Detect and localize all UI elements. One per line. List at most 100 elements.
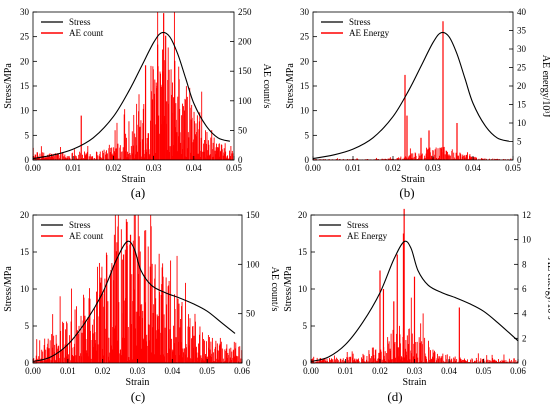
chart-panel-1: 0.00 0.01 0.02 0.03 0.04 0.050510152025300501… [3,7,272,200]
y-left-tick-label: 15 [20,247,30,257]
x-tick-label: 0.02 [95,366,111,376]
x-tick-label: 0.04 [164,366,180,376]
x-tick-label: 0.03 [425,163,441,173]
y-right-axis-label: AE energy/10³J [545,258,550,321]
y-right-tick-label: 40 [517,7,527,17]
y-right-axis-label: AE count/s [261,64,272,109]
y-left-axis-label: Stress/MPa [285,63,296,109]
stress-line [310,240,519,363]
x-tick-label: 0.01 [60,366,76,376]
y-left-tick-label: 20 [20,210,30,220]
y-left-tick-label: 15 [20,81,30,91]
y-left-tick-label: 0 [25,155,30,165]
x-tick-label: 0.03 [146,163,162,173]
legend-label-ae: AE count [69,231,104,241]
y-left-tick-label: 15 [298,247,308,257]
x-axis-label: Strain [122,174,146,185]
y-left-tick-label: 25 [20,32,30,42]
y-left-tick-label: 5 [25,321,30,331]
y-right-tick-label: 25 [517,63,527,73]
legend-label-ae: AE Energy [347,231,388,241]
chart-panel-3: 0.00 0.01 0.02 0.03 0.04 0.05 0.06051015200501… [3,210,280,404]
x-tick-label: 0.01 [65,163,81,173]
legend-label-stress: Stress [69,17,91,27]
stress-line [32,31,231,160]
x-tick-label: 0.01 [338,366,354,376]
y-right-tick-label: 2 [522,333,527,343]
y-right-tick-label: 20 [517,81,527,91]
x-tick-label: 0.04 [465,163,481,173]
x-tick-label: 0.02 [106,163,122,173]
x-tick-label: 0.00 [305,163,321,173]
y-left-tick-label: 0 [25,358,30,368]
y-left-tick-label: 20 [300,56,310,66]
x-axis-label: Strain [126,377,150,388]
y-left-axis-label: Stress/MPa [3,63,14,109]
legend-label-stress: Stress [69,220,91,230]
y-right-tick-label: 8 [522,259,527,269]
y-right-tick-label: 35 [517,26,527,36]
panel-caption: (b) [399,185,414,200]
y-left-tick-label: 15 [300,81,310,91]
x-tick-label: 0.02 [372,366,388,376]
x-axis-label: Strain [403,377,427,388]
panel-caption: (a) [131,185,145,200]
x-tick-label: 0.03 [407,366,423,376]
legend-label-ae: AE count [69,28,104,38]
y-left-tick-label: 0 [305,155,310,165]
y-left-axis-label: Stress/MPa [283,266,294,312]
y-left-tick-label: 5 [25,130,30,140]
y-left-tick-label: 30 [300,7,310,17]
x-tick-label: 0.03 [130,366,146,376]
y-right-axis-label: AE count/s [269,267,280,312]
y-right-tick-label: 0 [246,358,251,368]
x-tick-label: 0.00 [25,366,41,376]
x-tick-label: 0.01 [345,163,361,173]
x-tick-label: 0.04 [186,163,202,173]
x-tick-label: 0.02 [385,163,401,173]
y-left-tick-label: 25 [300,32,310,42]
chart-panel-4: 0.00 0.01 0.02 0.03 0.04 0.05 0.06051015200246… [283,208,550,404]
y-right-tick-label: 30 [517,44,527,54]
y-right-tick-label: 0 [517,155,522,165]
y-right-tick-label: 10 [522,235,532,245]
x-tick-label: 0.00 [25,163,41,173]
x-axis-label: Strain [401,174,425,185]
y-left-tick-label: 20 [20,56,30,66]
y-right-tick-label: 100 [238,96,252,106]
stress-line [312,31,510,160]
y-right-tick-label: 200 [238,37,252,47]
x-tick-label: 0.05 [199,366,215,376]
y-left-tick-label: 5 [303,321,308,331]
y-right-tick-label: 100 [246,259,260,269]
y-right-tick-label: 50 [246,309,256,319]
y-right-tick-label: 10 [517,118,527,128]
y-right-tick-label: 150 [238,66,252,76]
y-right-tick-label: 50 [238,125,248,135]
x-tick-label: 0.06 [510,366,526,376]
y-right-tick-label: 15 [517,100,527,110]
ae-series-bars [312,21,514,160]
y-right-tick-label: 0 [238,155,243,165]
chart-panel-2: 0.00 0.01 0.02 0.03 0.04 0.050510152025300510… [285,7,550,200]
x-tick-label: 0.05 [505,163,521,173]
y-left-tick-label: 10 [298,284,308,294]
ae-series-bars [32,215,243,363]
x-tick-label: 0.04 [441,366,457,376]
y-left-tick-label: 20 [298,210,308,220]
legend-label-stress: Stress [347,220,369,230]
y-left-tick-label: 10 [300,106,310,116]
stress-line [32,240,236,363]
ae-series-bars [32,12,235,160]
ae-series-bars [310,208,519,363]
panel-caption: (c) [131,389,145,404]
y-right-tick-label: 12 [522,210,531,220]
y-right-tick-label: 0 [522,358,527,368]
y-left-tick-label: 0 [303,358,308,368]
x-tick-label: 0.05 [226,163,242,173]
y-left-axis-label: Stress/MPa [3,266,14,312]
y-right-tick-label: 4 [522,309,527,319]
x-tick-label: 0.06 [234,366,250,376]
panel-caption: (d) [387,389,402,404]
